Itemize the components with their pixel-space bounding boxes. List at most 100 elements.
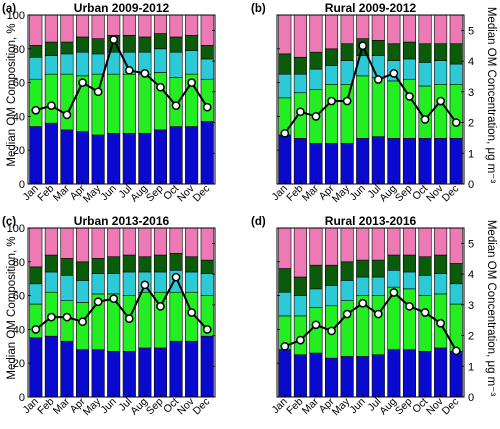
bar-segment bbox=[278, 53, 292, 75]
bar-segment bbox=[153, 14, 167, 34]
bar-segment bbox=[91, 227, 105, 259]
bar-segment bbox=[309, 352, 323, 398]
bar-segment bbox=[91, 53, 105, 75]
line-marker bbox=[202, 102, 212, 112]
bar-segment bbox=[434, 273, 448, 295]
bar-segment bbox=[402, 288, 417, 350]
bar-segment bbox=[60, 340, 74, 398]
bar-segment bbox=[138, 36, 152, 53]
bar-segment bbox=[200, 121, 214, 185]
bar-segment bbox=[325, 14, 339, 50]
bar-segment bbox=[122, 295, 136, 352]
bar-segment bbox=[309, 264, 323, 290]
bar-segment bbox=[402, 254, 417, 273]
bar-segment bbox=[122, 133, 136, 185]
bar-segment bbox=[44, 122, 58, 185]
bar-segment bbox=[122, 14, 136, 36]
y-tick-label: 40 bbox=[13, 111, 25, 123]
bar-segment bbox=[402, 349, 417, 398]
bar-segment bbox=[169, 291, 183, 342]
line-marker bbox=[93, 87, 103, 97]
bar-segment bbox=[138, 14, 152, 38]
bar-segment bbox=[138, 256, 152, 273]
bar-segment bbox=[29, 45, 43, 58]
bar-segment bbox=[340, 356, 354, 398]
chart-panel: 020406080100JanFebMarAprMayJunJulAugSepO… bbox=[2, 1, 216, 205]
left-axis-label-bottom: Median OM Composition, % bbox=[6, 236, 18, 379]
bar-segment bbox=[76, 51, 90, 77]
bar-segment bbox=[185, 34, 199, 51]
bar-segment bbox=[29, 14, 43, 46]
bar-segment bbox=[293, 295, 307, 317]
bar-segment bbox=[356, 259, 370, 278]
line-marker bbox=[156, 302, 165, 311]
y-tick-label: 80 bbox=[13, 257, 25, 269]
line-marker bbox=[342, 309, 352, 319]
bar-segment bbox=[107, 14, 121, 36]
bar-segment bbox=[138, 73, 152, 134]
bar-segment bbox=[449, 63, 463, 85]
bar-segment bbox=[200, 273, 214, 296]
y-tick-label: 20 bbox=[13, 358, 25, 370]
bar-segment bbox=[278, 73, 292, 99]
bar-segment bbox=[169, 126, 183, 185]
y2-tick-label: 2 bbox=[468, 118, 474, 130]
bar-segment bbox=[340, 60, 354, 85]
bar-segment bbox=[60, 258, 74, 276]
bar-segment bbox=[434, 254, 448, 274]
y2-tick-label: 5 bbox=[468, 25, 474, 37]
bar-segment bbox=[76, 280, 90, 303]
line-marker bbox=[342, 96, 352, 106]
bar-segment bbox=[371, 40, 385, 56]
bar-segment bbox=[418, 43, 432, 63]
bar-segment bbox=[371, 55, 385, 78]
bar-segment bbox=[76, 349, 90, 398]
bar-segment bbox=[60, 73, 74, 131]
line-marker bbox=[373, 309, 383, 319]
line-marker bbox=[93, 297, 103, 307]
line-marker bbox=[31, 105, 41, 115]
bar-segment bbox=[340, 143, 354, 185]
bar-segment bbox=[91, 14, 105, 39]
bar-segment bbox=[29, 337, 43, 398]
bar-segment bbox=[169, 227, 183, 254]
axes-frame bbox=[27, 14, 216, 185]
bar-segment bbox=[29, 78, 43, 127]
panel-label: (a) bbox=[2, 3, 16, 15]
bar-segment bbox=[340, 83, 354, 144]
bar-segment bbox=[60, 41, 74, 55]
bar-segment bbox=[449, 43, 463, 65]
bar-segment bbox=[44, 55, 58, 75]
bar-segment bbox=[434, 43, 448, 61]
bar-segment bbox=[91, 134, 105, 185]
bar-segment bbox=[76, 131, 90, 185]
bar-segment bbox=[60, 129, 74, 185]
line-marker bbox=[311, 320, 321, 330]
bar-segment bbox=[169, 51, 183, 78]
bar-segment bbox=[278, 349, 292, 398]
bar-segment bbox=[107, 351, 121, 398]
x-tick-label: Dec bbox=[191, 396, 213, 418]
line-marker bbox=[109, 35, 119, 44]
y-tick-label: 20 bbox=[13, 145, 25, 157]
y2-tick-label: 4 bbox=[468, 269, 474, 281]
bar-segment bbox=[185, 50, 199, 75]
bar-segment bbox=[278, 291, 292, 317]
bar-segment bbox=[44, 41, 58, 56]
bar-segment bbox=[418, 62, 432, 87]
y2-tick-label: 3 bbox=[468, 87, 474, 99]
bar-segment bbox=[169, 340, 183, 398]
bar-segment bbox=[402, 58, 417, 80]
bar-segment bbox=[122, 73, 136, 134]
bar-segment bbox=[91, 258, 105, 274]
axes-frame bbox=[276, 14, 465, 185]
bar-segment bbox=[434, 347, 448, 398]
bar-segment bbox=[325, 48, 339, 66]
bar-segment bbox=[200, 259, 214, 274]
bar-segment bbox=[138, 347, 152, 398]
line-marker bbox=[327, 96, 336, 106]
bar-segment bbox=[371, 276, 385, 296]
bar-segment bbox=[387, 269, 401, 288]
line-marker bbox=[311, 112, 321, 121]
